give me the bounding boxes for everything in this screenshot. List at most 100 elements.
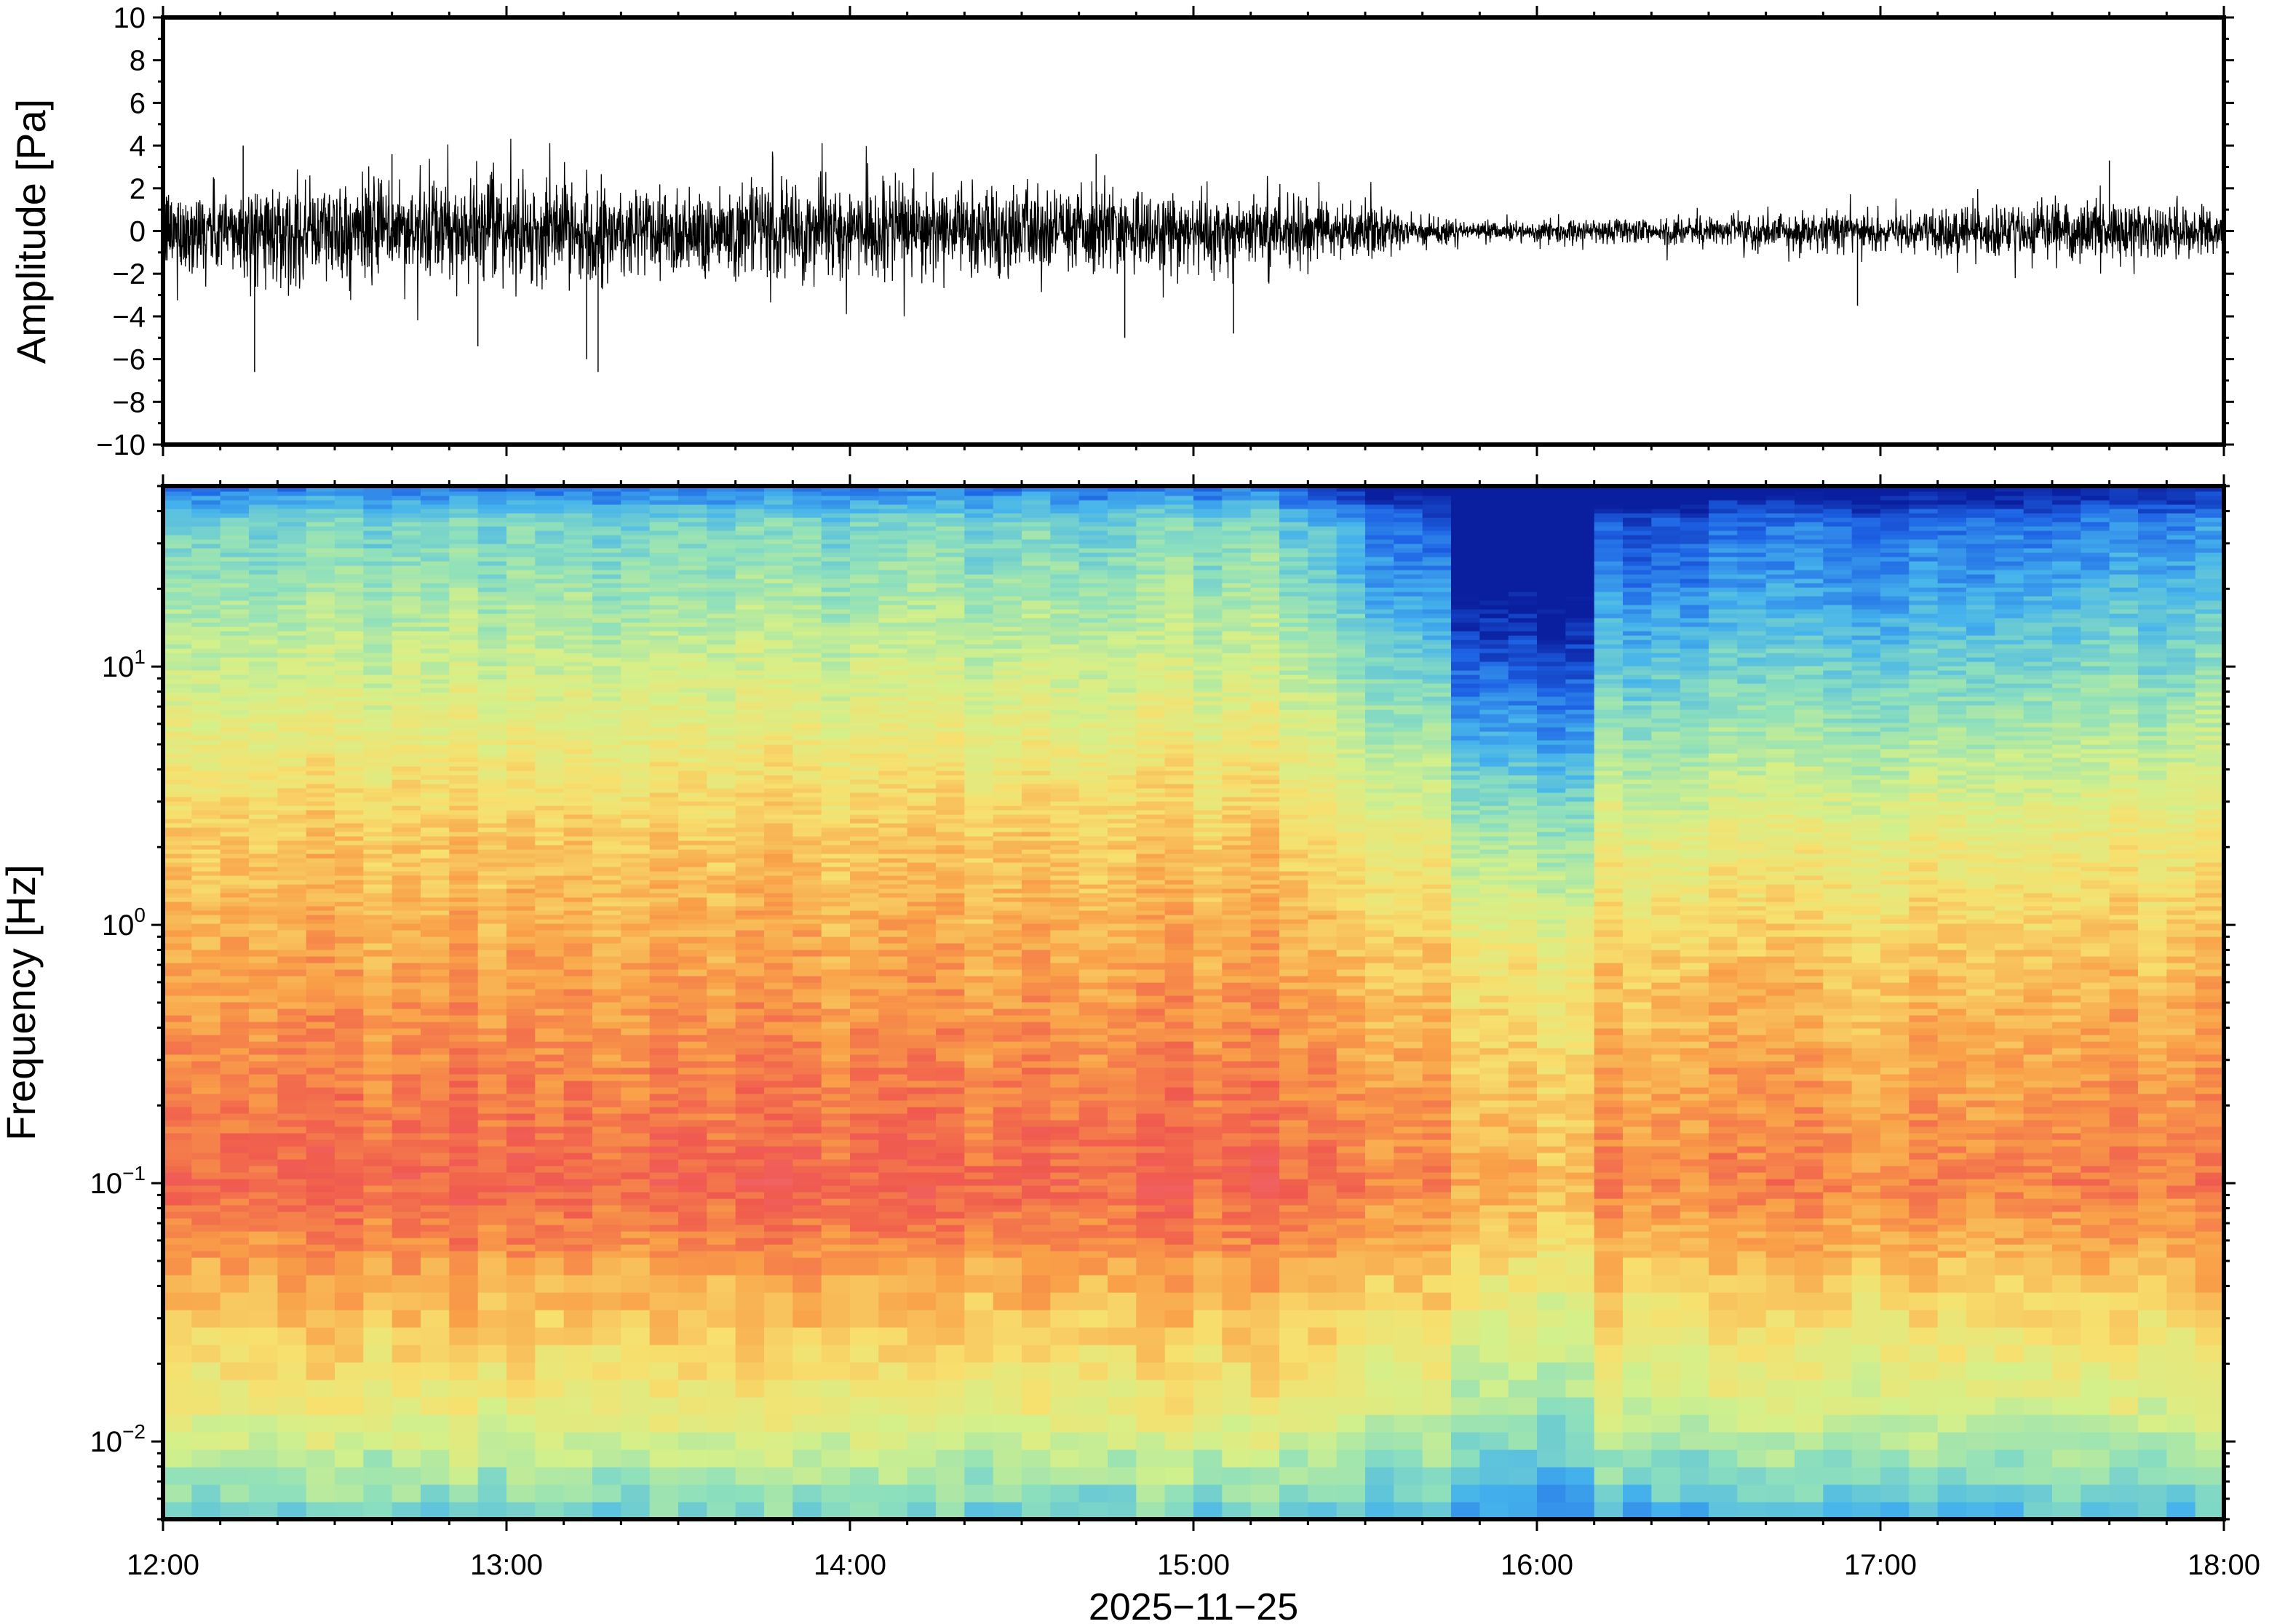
- spectrogram-column: [335, 486, 365, 1519]
- spectrogram-cell: [821, 915, 851, 920]
- spectrogram-cell: [277, 544, 307, 549]
- spectrogram-cell: [249, 513, 279, 518]
- spectrogram-cell: [449, 1022, 479, 1029]
- spectrogram-cell: [535, 989, 565, 996]
- spectrogram-cell: [249, 1067, 279, 1075]
- spectrogram-cell: [707, 661, 736, 666]
- spectrogram-cell: [792, 956, 822, 963]
- spectrogram-cell: [649, 1133, 679, 1140]
- spectrogram-cell: [792, 923, 822, 931]
- spectrogram-cell: [363, 969, 393, 976]
- spectrogram-cell: [191, 840, 221, 845]
- spectrogram-cell: [764, 884, 794, 889]
- spectrogram-cell: [936, 950, 966, 957]
- spectrogram-cell: [621, 644, 651, 649]
- spectrogram-cell: [707, 814, 736, 819]
- spectrogram-cell: [936, 1244, 966, 1251]
- spectrogram-cell: [421, 995, 450, 1003]
- spectrogram-cell: [335, 956, 365, 963]
- spectrogram-cell: [792, 871, 822, 876]
- spectrogram-cell: [678, 871, 708, 876]
- spectrogram-cell: [220, 1048, 250, 1055]
- spectrogram-cell: [907, 897, 937, 902]
- spectrogram-cell: [821, 530, 851, 536]
- spectrogram-cell: [363, 574, 393, 579]
- spectrogram-cell: [363, 539, 393, 544]
- spectrogram-cell: [306, 792, 335, 797]
- spectrogram-cell: [792, 674, 822, 680]
- spectrogram-cell: [163, 622, 193, 627]
- spectrogram-cell: [535, 736, 565, 741]
- spectrogram-cell: [535, 779, 565, 784]
- spectrogram-cell: [392, 1231, 421, 1238]
- spectrogram-cell: [621, 893, 651, 898]
- spectrogram-cell: [220, 858, 250, 863]
- spectrogram-cell: [735, 1211, 765, 1219]
- spectrogram-cell: [678, 1449, 708, 1468]
- spectrogram-cell: [392, 749, 421, 754]
- spectrogram-cell: [506, 805, 536, 811]
- spectrogram-cell: [764, 544, 794, 549]
- spectrogram-cell: [792, 487, 822, 492]
- spectrogram-cell: [306, 814, 335, 819]
- spectrogram-cell: [506, 740, 536, 745]
- spectrogram-cell: [821, 727, 851, 732]
- spectrogram-cell: [936, 845, 966, 850]
- spectrogram-cell: [335, 631, 365, 636]
- spectrogram-cell: [421, 775, 450, 780]
- spectrogram-cell: [421, 701, 450, 706]
- spectrogram-cell: [191, 1244, 221, 1251]
- spectrogram-cell: [907, 679, 937, 684]
- spectrogram-cell: [249, 1231, 279, 1238]
- spectrogram-cell: [678, 731, 708, 736]
- spectrogram-cell: [191, 762, 221, 767]
- spectrogram-cell: [821, 709, 851, 715]
- spectrogram-cell: [907, 504, 937, 509]
- spectrogram-cell: [707, 1327, 736, 1345]
- spectrogram-cell: [421, 915, 450, 920]
- spectrogram-cell: [735, 757, 765, 763]
- spectrogram-cell: [506, 696, 536, 701]
- spectrogram-cell: [449, 535, 479, 540]
- spectrogram-cell: [649, 613, 679, 618]
- spectrogram-cell: [649, 845, 679, 850]
- spectrogram-cell: [592, 893, 622, 898]
- spectrogram-cell: [907, 1120, 937, 1127]
- spectrogram-cell: [191, 1380, 221, 1398]
- spectrogram-cell: [306, 1257, 335, 1275]
- spectrogram-cell: [449, 819, 479, 824]
- spectrogram-cell: [678, 1467, 708, 1485]
- spectrogram-cell: [649, 1035, 679, 1042]
- spectrogram-cell: [506, 657, 536, 662]
- spectrogram-cell: [477, 923, 507, 931]
- spectrogram-cell: [878, 495, 908, 501]
- spectrogram-cell: [649, 823, 679, 828]
- spectrogram-cell: [735, 674, 765, 680]
- spectrogram-cell: [249, 1449, 279, 1468]
- spectrogram-cell: [764, 500, 794, 505]
- spectrogram-cell: [392, 1087, 421, 1094]
- spectrogram-cell: [649, 1172, 679, 1179]
- spectrogram-cell: [535, 1198, 565, 1206]
- spectrogram-cell: [191, 640, 221, 645]
- spectrogram-cell: [277, 692, 307, 697]
- spectrogram-cell: [191, 1432, 221, 1450]
- spectrogram-cell: [878, 1292, 908, 1310]
- spectrogram-cell: [392, 982, 421, 990]
- spectrogram-cell: [335, 504, 365, 509]
- spectrogram-cell: [506, 583, 536, 588]
- spectrogram-cell: [392, 517, 421, 522]
- spectrogram-cell: [449, 956, 479, 963]
- spectrogram-cell: [421, 1022, 450, 1029]
- spectrogram-cell: [821, 552, 851, 557]
- spectrogram-cell: [277, 1414, 307, 1433]
- spectrogram-cell: [335, 1094, 365, 1101]
- spectrogram-cell: [506, 718, 536, 723]
- spectrogram-cell: [707, 648, 736, 653]
- spectrogram-cell: [764, 718, 794, 723]
- spectrogram-cell: [792, 915, 822, 920]
- spectrogram-cell: [220, 487, 250, 492]
- spectrogram-cell: [936, 976, 966, 983]
- spectrogram-cell: [592, 1067, 622, 1075]
- spectrogram-cell: [964, 792, 994, 797]
